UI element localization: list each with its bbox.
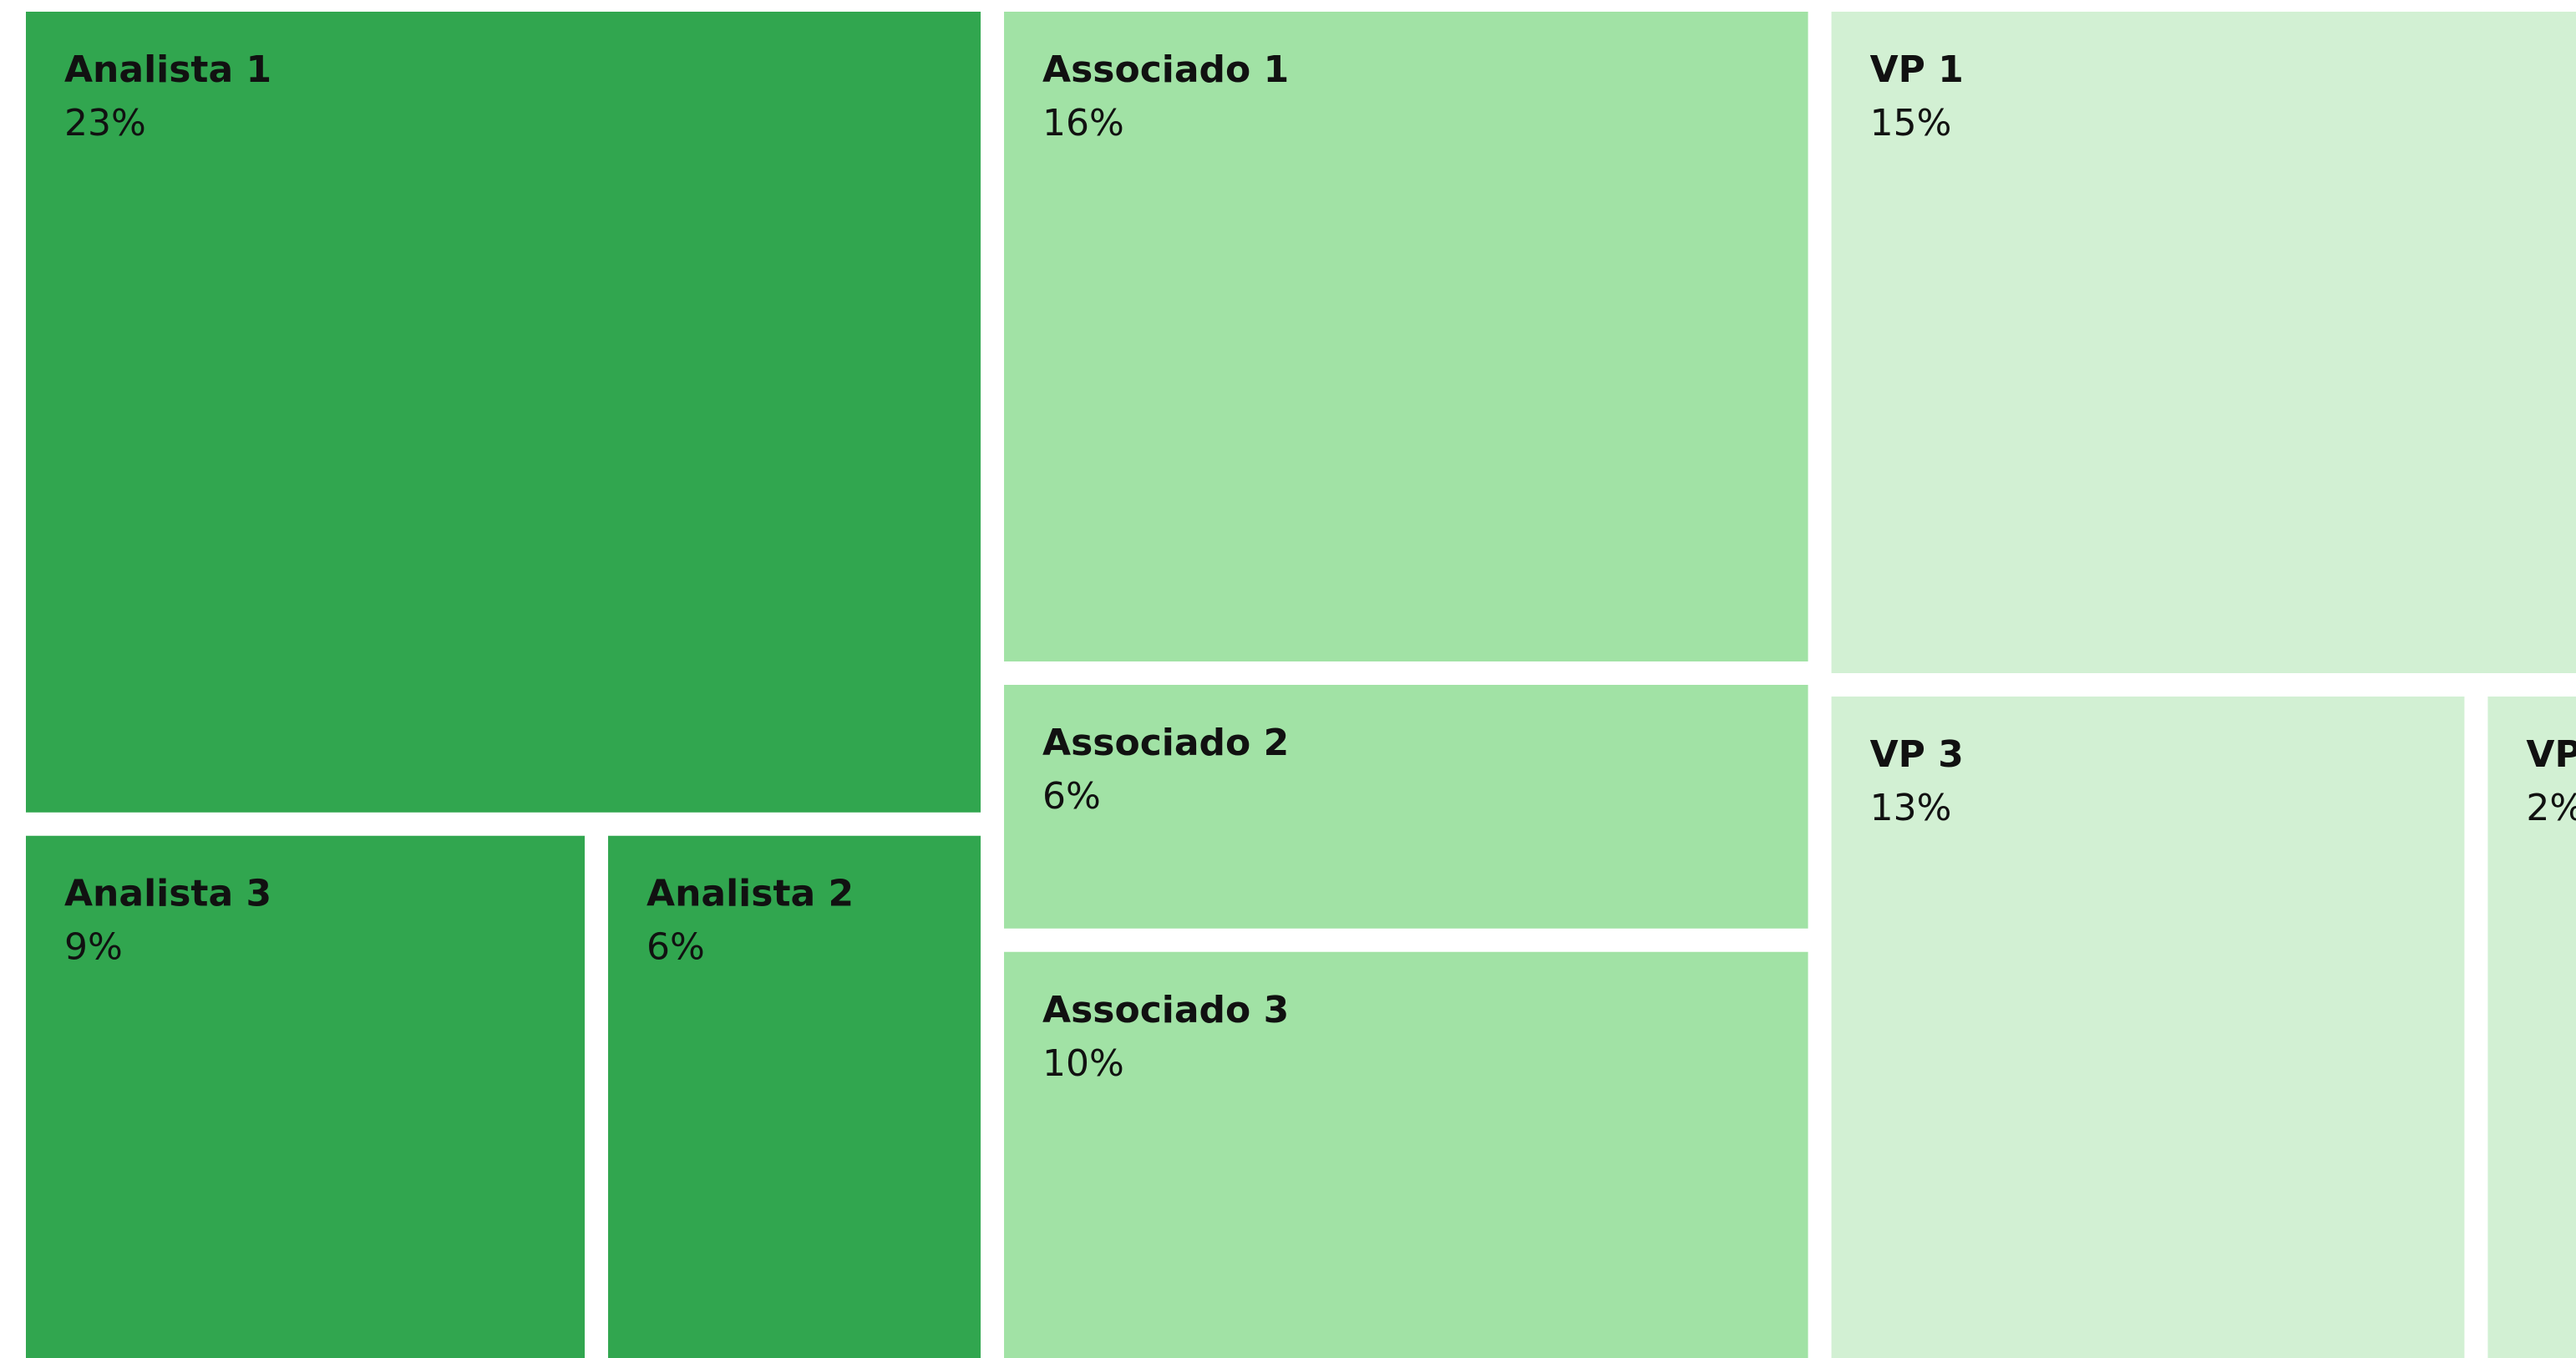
tile-value-label: 23% (64, 102, 146, 144)
tile-value-label: 2% (2526, 787, 2576, 829)
tile-value-label: 6% (1042, 775, 1101, 818)
tile-label: Associado 2 (1042, 722, 1289, 764)
treemap-tile (1004, 685, 1808, 929)
treemap-tile (608, 835, 981, 1358)
tile-label: Analista 3 (64, 873, 271, 915)
tile-label: Associado 1 (1042, 48, 1289, 91)
tile-value-label: 6% (647, 926, 705, 969)
tile-label: Analista 1 (64, 48, 271, 91)
treemap-tile (2487, 697, 2576, 1358)
tile-value-label: 10% (1042, 1042, 1124, 1085)
treemap-tile (1831, 12, 2576, 673)
tile-value-label: 13% (1870, 787, 1952, 829)
treemap-tile (1004, 12, 1808, 661)
tile-label: VP 1 (1870, 48, 1964, 91)
treemap-tile (26, 12, 981, 813)
tile-value-label: 9% (64, 926, 123, 969)
tile-label: VP 2 (2526, 733, 2576, 776)
tile-value-label: 16% (1042, 102, 1124, 144)
treemap-tile (26, 835, 586, 1358)
tile-label: Analista 2 (647, 873, 854, 915)
treemap-tile (1831, 697, 2465, 1358)
tile-value-label: 15% (1870, 102, 1952, 144)
treemap-tile (1004, 951, 1808, 1358)
tile-label: Associado 3 (1042, 989, 1289, 1031)
tile-label: VP 3 (1870, 733, 1964, 776)
